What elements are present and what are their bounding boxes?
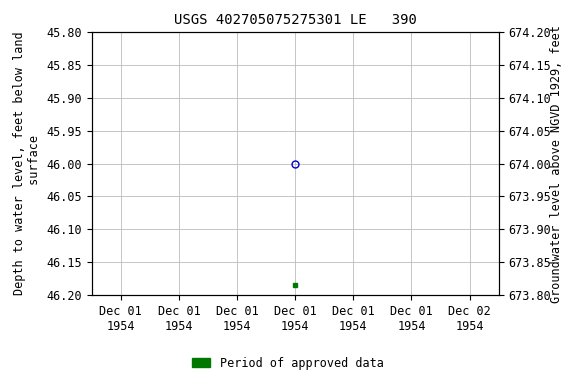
Y-axis label: Groundwater level above NGVD 1929, feet: Groundwater level above NGVD 1929, feet bbox=[550, 25, 563, 303]
Y-axis label: Depth to water level, feet below land
 surface: Depth to water level, feet below land su… bbox=[13, 32, 41, 295]
Legend: Period of approved data: Period of approved data bbox=[188, 352, 388, 374]
Title: USGS 402705075275301 LE   390: USGS 402705075275301 LE 390 bbox=[174, 13, 416, 27]
